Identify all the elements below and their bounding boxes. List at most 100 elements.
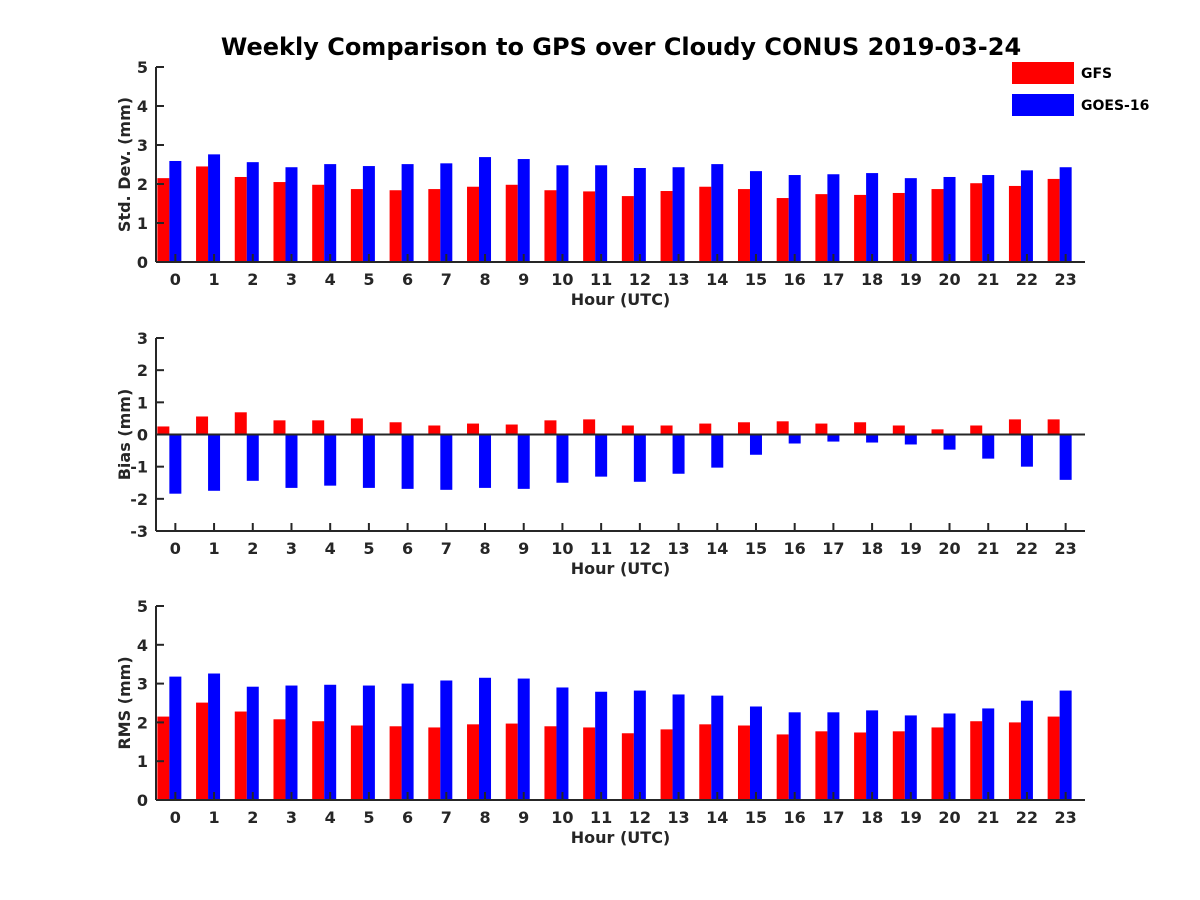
bar-gfs-hour-22: [1008, 419, 1021, 435]
bar-gfs-hour-15: [737, 725, 750, 800]
x-tick-label: 0: [170, 539, 181, 558]
bar-goes-16-hour-8: [479, 677, 492, 800]
bar-gfs-hour-19: [892, 425, 905, 435]
bar-goes-16-hour-12: [633, 168, 646, 262]
x-tick-label: 23: [1055, 539, 1077, 558]
bar-goes-16-hour-12: [633, 434, 646, 482]
x-tick-label: 22: [1016, 808, 1038, 827]
bar-gfs-hour-20: [931, 429, 944, 435]
x-tick-label: 15: [745, 539, 767, 558]
bar-goes-16-hour-14: [711, 164, 724, 262]
bar-goes-16-hour-18: [866, 173, 879, 262]
bar-gfs-hour-0: [157, 716, 170, 800]
bar-goes-16-hour-21: [982, 175, 995, 262]
bar-goes-16-hour-7: [440, 163, 453, 262]
bar-goes-16-hour-17: [827, 434, 840, 442]
bar-gfs-hour-22: [1008, 722, 1021, 800]
bar-gfs-hour-23: [1047, 178, 1060, 262]
x-tick-label: 13: [667, 270, 689, 289]
x-tick-label: 9: [518, 539, 529, 558]
bar-gfs-hour-9: [505, 424, 518, 435]
bar-gfs-hour-7: [428, 425, 441, 435]
x-tick-label: 1: [208, 539, 219, 558]
bar-gfs-hour-7: [428, 727, 441, 800]
bar-goes-16-hour-7: [440, 680, 453, 800]
x-tick-label: 2: [247, 539, 258, 558]
x-tick-label: 4: [325, 539, 336, 558]
y-tick-label: 2: [137, 361, 148, 380]
bar-gfs-hour-18: [854, 422, 867, 435]
bar-gfs-hour-22: [1008, 185, 1021, 262]
x-tick-label: 7: [441, 808, 452, 827]
bar-gfs-hour-8: [467, 423, 480, 435]
bar-goes-16-hour-18: [866, 710, 879, 800]
bar-gfs-hour-4: [312, 184, 325, 262]
x-tick-label: 21: [977, 539, 999, 558]
bar-goes-16-hour-8: [479, 157, 492, 262]
x-tick-label: 6: [402, 808, 413, 827]
bar-gfs-hour-2: [234, 176, 247, 262]
bar-goes-16-hour-23: [1059, 167, 1072, 262]
x-tick-label: 8: [479, 270, 490, 289]
y-tick-label: -1: [130, 458, 148, 477]
bar-goes-16-hour-17: [827, 712, 840, 800]
bar-gfs-hour-3: [273, 182, 286, 262]
x-tick-label: 13: [667, 808, 689, 827]
x-tick-label: 20: [938, 270, 960, 289]
bar-goes-16-hour-18: [866, 434, 879, 443]
series-goes-16: [169, 154, 1072, 262]
x-tick-label: 9: [518, 808, 529, 827]
bar-goes-16-hour-14: [711, 434, 724, 468]
x-tick-label: 17: [822, 270, 844, 289]
bar-gfs-hour-6: [389, 190, 402, 262]
x-tick-label: 7: [441, 270, 452, 289]
chart-title: Weekly Comparison to GPS over Cloudy CON…: [221, 33, 1021, 61]
bar-gfs-hour-13: [660, 425, 673, 435]
x-tick-label: 10: [551, 539, 573, 558]
bar-goes-16-hour-22: [1020, 700, 1033, 800]
bar-gfs-hour-3: [273, 719, 286, 800]
bar-gfs-hour-20: [931, 189, 944, 262]
x-tick-label: 14: [706, 270, 728, 289]
x-tick-label: 19: [900, 808, 922, 827]
y-axis-label: RMS (mm): [115, 656, 134, 749]
legend-label: GFS: [1081, 66, 1112, 82]
bar-gfs-hour-21: [970, 425, 983, 435]
x-tick-label: 12: [629, 270, 651, 289]
bar-gfs-hour-10: [544, 190, 557, 262]
bar-goes-16-hour-5: [362, 434, 375, 488]
x-tick-label: 11: [590, 539, 612, 558]
bar-gfs-hour-8: [467, 186, 480, 262]
bar-gfs-hour-1: [196, 702, 209, 800]
x-tick-label: 6: [402, 539, 413, 558]
bar-gfs-hour-21: [970, 721, 983, 800]
bar-goes-16-hour-12: [633, 690, 646, 800]
x-tick-label: 21: [977, 808, 999, 827]
bar-gfs-hour-17: [815, 194, 828, 262]
bar-gfs-hour-6: [389, 726, 402, 800]
x-tick-label: 13: [667, 539, 689, 558]
x-tick-label: 23: [1055, 808, 1077, 827]
bar-gfs-hour-11: [583, 727, 596, 800]
x-tick-label: 12: [629, 808, 651, 827]
bar-goes-16-hour-2: [246, 686, 259, 800]
bar-goes-16-hour-11: [595, 165, 608, 262]
x-tick-label: 10: [551, 270, 573, 289]
bar-gfs-hour-18: [854, 732, 867, 800]
bar-goes-16-hour-11: [595, 691, 608, 800]
bar-gfs-hour-15: [737, 189, 750, 262]
y-tick-label: 1: [137, 752, 148, 771]
bar-goes-16-hour-20: [943, 713, 956, 800]
y-tick-label: 2: [137, 175, 148, 194]
x-tick-label: 7: [441, 539, 452, 558]
bar-gfs-hour-12: [621, 196, 634, 262]
bar-goes-16-hour-10: [556, 165, 569, 262]
bar-goes-16-hour-0: [169, 160, 182, 262]
bar-goes-16-hour-9: [517, 678, 530, 800]
bar-gfs-hour-0: [157, 178, 170, 262]
x-tick-label: 2: [247, 808, 258, 827]
x-tick-label: 12: [629, 539, 651, 558]
x-tick-label: 9: [518, 270, 529, 289]
legend: GFS GOES-16: [1012, 62, 1149, 116]
